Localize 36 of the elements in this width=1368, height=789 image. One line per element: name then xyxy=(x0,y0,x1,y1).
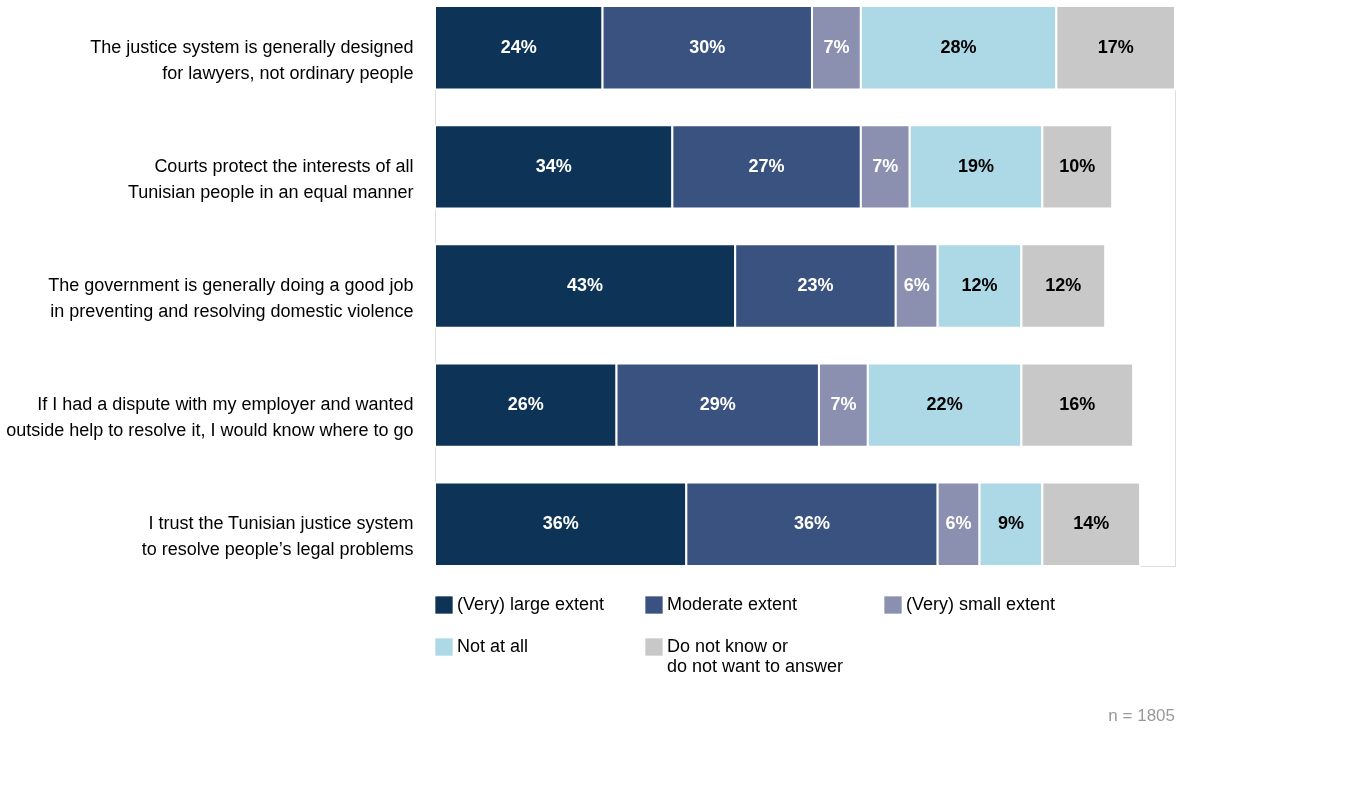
legend-label: Do not know or do not want to answer xyxy=(667,636,844,676)
data-label: 6% xyxy=(945,513,972,534)
data-label: 29% xyxy=(699,394,736,415)
legend-label: Moderate extent xyxy=(667,594,798,614)
y-tick-label: The justice system is generally designed for lawyers, not ordinary people xyxy=(90,36,414,83)
data-label: 19% xyxy=(958,155,995,176)
text: n = 1805 xyxy=(1108,706,1175,725)
data-label: 30% xyxy=(689,36,726,57)
data-label: 22% xyxy=(926,394,963,415)
data-label: 10% xyxy=(1059,155,1096,176)
data-label: 36% xyxy=(793,513,830,534)
data-label: 6% xyxy=(903,275,930,295)
data-label: 36% xyxy=(542,513,579,534)
legend-label: (Very) small extent xyxy=(906,594,1056,614)
data-label: 28% xyxy=(940,36,977,57)
y-tick-label: I trust the Tunisian justice system to resolve people’s legal problems xyxy=(141,513,414,560)
y-tick-label: If I had a dispute with my employer and wanted outside help to resolve it, I would know where to go xyxy=(6,394,414,441)
data-label: 34% xyxy=(535,155,572,176)
data-label: 7% xyxy=(830,394,857,415)
data-label: 27% xyxy=(748,155,785,176)
legend-label: (Very) large extent xyxy=(457,594,605,614)
legend-label: Not at all xyxy=(457,636,529,656)
data-label: 9% xyxy=(997,513,1024,534)
data-label: 24% xyxy=(500,36,537,57)
data-label: 43% xyxy=(567,275,604,295)
data-label: 7% xyxy=(872,155,899,176)
data-label: 7% xyxy=(823,36,850,57)
data-label: 23% xyxy=(797,275,834,295)
data-label: 12% xyxy=(1045,275,1082,295)
y-tick-label: The government is generally doing a good job in preventing and resolving domestic violence xyxy=(48,275,414,321)
data-label: 14% xyxy=(1073,513,1110,534)
data-label: 26% xyxy=(507,394,544,415)
data-label: 17% xyxy=(1097,36,1134,57)
y-tick-label: Courts protect the interests of all Tunisian people in an equal manner xyxy=(127,155,414,202)
data-label: 12% xyxy=(961,275,998,295)
data-label: 16% xyxy=(1059,394,1096,415)
